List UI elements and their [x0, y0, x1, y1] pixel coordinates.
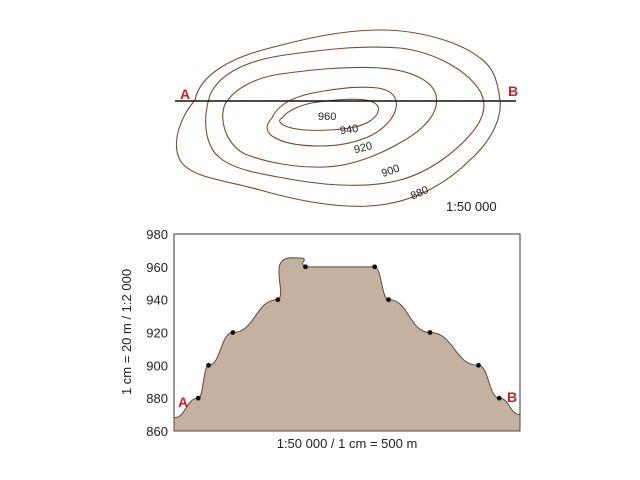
profile-point-b-label: B: [507, 389, 517, 405]
point-a-label: A: [180, 86, 190, 102]
profile-point-marker: [275, 297, 281, 303]
contour-label-960: 960: [318, 111, 336, 123]
y-tick-label: 900: [146, 358, 168, 373]
profile-point-marker: [303, 264, 308, 270]
profile-point-marker: [372, 264, 378, 270]
profile-point-marker: [386, 297, 391, 303]
profile-point-marker: [496, 395, 502, 401]
y-tick-label: 940: [146, 293, 168, 308]
contour-900: [205, 46, 485, 186]
y-tick-label: 960: [146, 260, 168, 275]
profile-point-a-label: A: [178, 394, 188, 410]
contour-920: [222, 66, 438, 168]
y-axis-ticks: 860 880 900 920 940 960 980: [146, 227, 168, 439]
y-tick-label: 980: [146, 227, 168, 242]
map-scale: 1:50 000: [446, 199, 497, 214]
profile-point-marker: [195, 395, 201, 401]
profile-markers: [195, 264, 502, 401]
contour-label-880: 880: [409, 184, 431, 202]
contour-label-940: 940: [339, 123, 359, 137]
contour-label-900: 900: [380, 162, 401, 180]
profile-point-marker: [427, 330, 433, 335]
y-tick-label: 860: [146, 424, 168, 439]
contour-880: [176, 29, 501, 207]
point-b-label: B: [508, 83, 518, 99]
x-axis-label: 1:50 000 / 1 cm = 500 m: [277, 436, 418, 451]
contour-map: A B 960 940 920 900 880 1:50 000: [175, 29, 518, 214]
contour-label-920: 920: [353, 140, 374, 156]
y-tick-label: 880: [146, 391, 168, 406]
contour-940: [266, 86, 397, 147]
profile-point-marker: [230, 330, 236, 335]
profile-point-marker: [206, 362, 212, 368]
profile-point-marker: [476, 362, 481, 368]
y-axis-label: 1 cm = 20 m / 1:2 000: [119, 269, 134, 395]
profile-chart: 860 880 900 920 940 960 980 A B 1 cm = 20 m / …: [119, 227, 521, 451]
y-tick-label: 920: [146, 326, 168, 341]
